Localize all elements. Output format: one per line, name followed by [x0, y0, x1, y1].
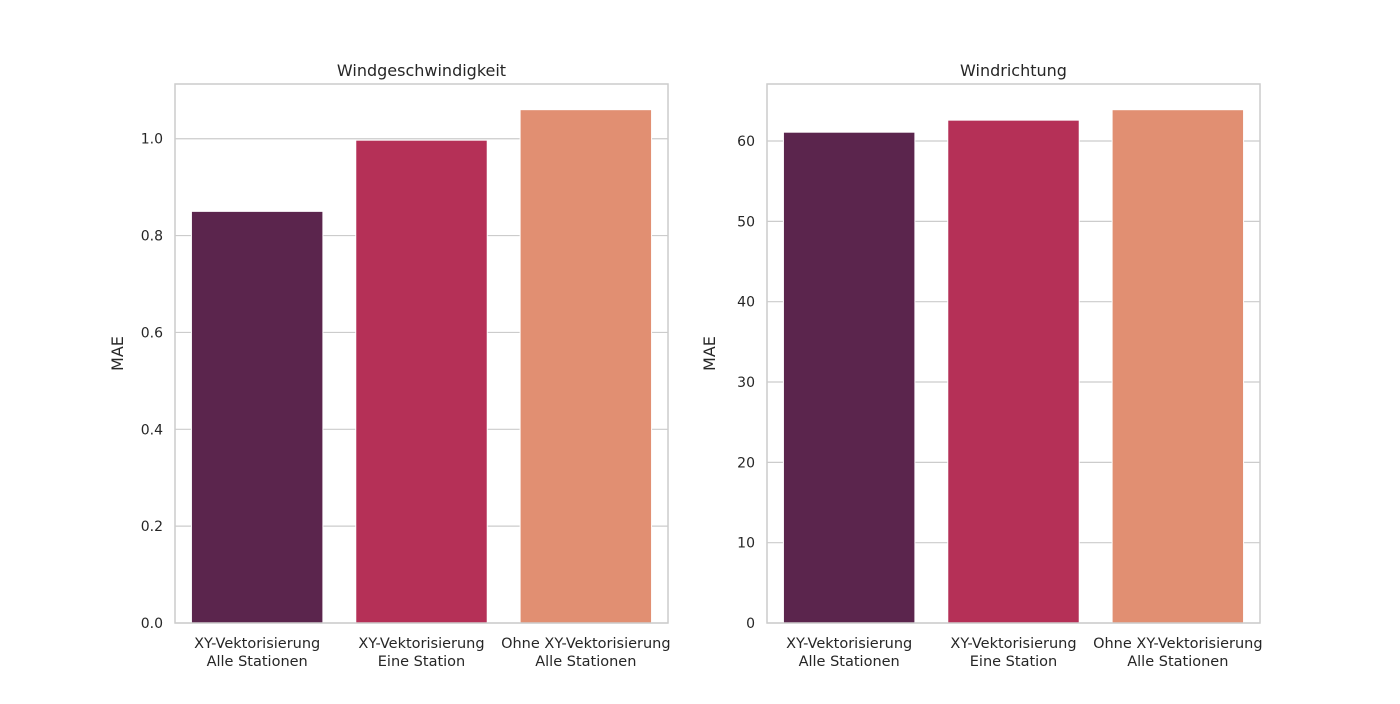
x-tick-label: XY-Vektorisierung [358, 636, 484, 652]
y-tick-label: 0.6 [141, 325, 163, 341]
y-tick-label: 50 [737, 214, 755, 230]
bar [519, 109, 653, 624]
y-tick-label: 0.8 [141, 229, 163, 245]
x-tick-label: XY-Vektorisierung [786, 636, 912, 652]
axes-frame [174, 83, 669, 624]
x-tick-label: Alle Stationen [207, 654, 308, 670]
x-tick-label: Alle Stationen [1127, 654, 1228, 670]
y-tick-label: 30 [737, 375, 755, 391]
chart-panel-2: 0 10 20 30 40 50 60 XY-Vektorisierung Alle Stati… [700, 61, 1263, 670]
x-tick-label: Ohne XY-Vektorisierung [1093, 636, 1262, 652]
bar [190, 210, 324, 624]
y-axis-label: MAE [700, 336, 719, 371]
y-tick-label: 0.4 [141, 422, 163, 438]
y-axis-label: MAE [108, 336, 127, 371]
chart-title: Windgeschwindigkeit [337, 61, 506, 80]
x-tick-label: Alle Stationen [535, 654, 636, 670]
y-tick-label: 1.0 [141, 132, 163, 148]
y-tick-label: 20 [737, 455, 755, 471]
x-tick-label: Eine Station [378, 654, 465, 670]
axes-frame [766, 83, 1261, 624]
bar [355, 139, 488, 624]
y-tick-label: 0.0 [141, 616, 163, 632]
y-tick-label: 0 [746, 616, 755, 632]
y-tick-label: 40 [737, 295, 755, 311]
chart-panel-1: 0.0 0.2 0.4 0.6 0.8 1.0 XY-Vektorisierung Alle … [108, 61, 671, 670]
bar [782, 131, 916, 624]
y-tick-label: 10 [737, 536, 755, 552]
chart-title: Windrichtung [960, 61, 1067, 80]
bar [947, 119, 1080, 624]
y-tick-label: 60 [737, 134, 755, 150]
y-tick-label: 0.2 [141, 519, 163, 535]
x-tick-label: Ohne XY-Vektorisierung [501, 636, 670, 652]
x-tick-label: Alle Stationen [799, 654, 900, 670]
x-tick-label: XY-Vektorisierung [950, 636, 1076, 652]
x-tick-label: Eine Station [970, 654, 1057, 670]
x-tick-label: XY-Vektorisierung [194, 636, 320, 652]
bar [1111, 109, 1245, 624]
